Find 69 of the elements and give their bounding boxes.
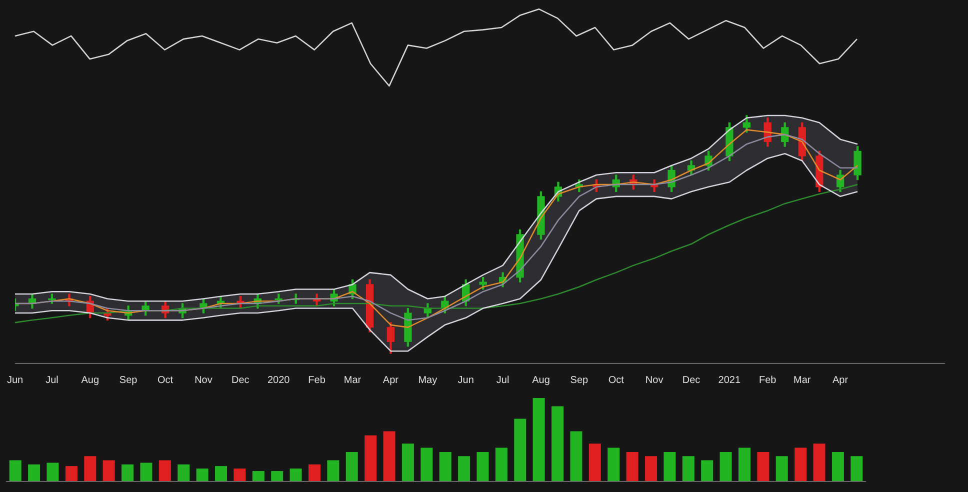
- x-tick-label: Dec: [232, 374, 250, 386]
- x-tick-label: Feb: [308, 374, 326, 386]
- bar: [701, 460, 714, 481]
- x-tick-label: Jun: [6, 374, 24, 386]
- x-tick-label: Aug: [532, 374, 550, 386]
- bar: [645, 456, 657, 481]
- x-tick-label: Nov: [194, 374, 212, 386]
- bar: [327, 460, 340, 481]
- x-tick-label: Mar: [793, 374, 812, 386]
- x-tick-label: Apr: [832, 374, 849, 386]
- x-tick-label: Jul: [496, 374, 510, 386]
- bar: [215, 466, 227, 481]
- bar: [178, 464, 190, 481]
- bar: [364, 435, 377, 481]
- bar: [46, 462, 59, 481]
- x-tick-label: Dec: [682, 374, 700, 386]
- bar: [682, 456, 694, 481]
- bar: [290, 468, 302, 481]
- x-tick-label: May: [418, 374, 438, 386]
- bar: [570, 431, 582, 481]
- bar: [720, 452, 732, 481]
- bar: [588, 444, 601, 481]
- x-tick-label: Mar: [344, 374, 362, 386]
- bar: [439, 452, 452, 481]
- bar: [308, 464, 320, 481]
- bar: [271, 471, 284, 481]
- bar: [252, 471, 264, 481]
- bar: [84, 456, 96, 481]
- x-tick-label: Jun: [458, 374, 474, 386]
- bar: [776, 456, 788, 481]
- x-tick-label: Feb: [759, 374, 777, 386]
- bar: [346, 452, 358, 481]
- bar: [234, 468, 246, 481]
- bar: [738, 448, 750, 481]
- x-tick-label: 2020: [267, 374, 290, 386]
- bar: [476, 452, 489, 481]
- x-tick-label: 2021: [718, 374, 741, 386]
- bar: [102, 460, 115, 481]
- bar: [832, 452, 844, 481]
- x-tick-label: Nov: [645, 374, 664, 386]
- bar: [383, 431, 396, 481]
- bar: [402, 444, 414, 481]
- bar: [65, 466, 78, 481]
- bar: [608, 448, 620, 481]
- x-tick-label: Sep: [570, 374, 588, 386]
- x-tick-label: Sep: [119, 374, 138, 386]
- bar: [140, 462, 152, 481]
- bar: [514, 418, 526, 481]
- bar: [122, 464, 134, 481]
- bar: [420, 448, 433, 481]
- bar: [850, 456, 863, 481]
- bar: [532, 398, 545, 481]
- x-tick-label: Jul: [46, 374, 58, 386]
- bar: [813, 444, 826, 481]
- bar: [794, 448, 807, 481]
- bar: [458, 456, 470, 481]
- x-tick-label: Aug: [81, 374, 100, 386]
- bar: [28, 464, 40, 481]
- bar: [552, 406, 564, 481]
- x-tick-label: Apr: [382, 374, 400, 386]
- bar: [495, 448, 508, 481]
- x-tick-label: Oct: [157, 374, 174, 386]
- bar: [757, 452, 770, 481]
- bar: [626, 452, 638, 481]
- bar: [664, 452, 676, 481]
- bar: [196, 468, 208, 481]
- bar: [9, 460, 22, 481]
- x-tick-label: Oct: [608, 374, 624, 386]
- bar: [158, 460, 171, 481]
